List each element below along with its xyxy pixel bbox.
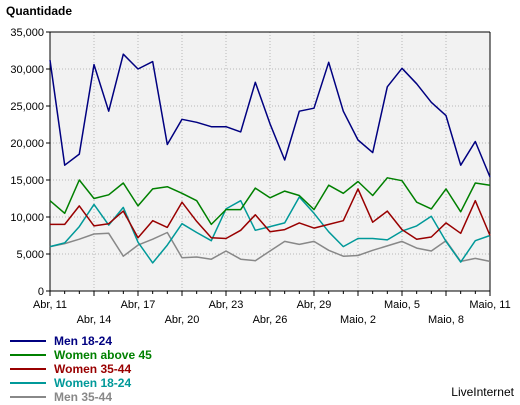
y-tick-label: 0 [38,286,44,298]
y-tick-label: 30,000 [10,64,44,76]
legend-item-women-35-44: Women 35-44 [10,362,152,376]
x-tick-labels: Abr, 11 Abr, 17 Abr, 23 Abr, 29 Maio, 5 Maio,… [33,299,511,326]
legend-item-men-18-24: Men 18-24 [10,334,152,348]
x-tick-label: Maio, 8 [428,314,464,326]
x-tick-label: Maio, 2 [340,314,376,326]
x-tick-label: Abr, 14 [77,314,112,326]
x-tick-label: Abr, 17 [121,299,156,311]
legend-label: Men 35-44 [54,390,113,404]
legend-label: Women 35-44 [54,362,132,376]
y-tick-labels: 0 5,000 10,000 15,000 20,000 25,000 30,000 35,0… [10,27,44,298]
legend-item-men-35-44: Men 35-44 [10,390,152,404]
legend-swatch [10,368,46,370]
series-line-women-above-45 [49,177,491,226]
y-tick-label: 15,000 [10,175,44,187]
series-line-men-35-44 [49,231,491,263]
legend: Men 18-24 Women above 45 Women 35-44 Wom… [10,334,152,404]
x-tick-label: Abr, 29 [297,299,332,311]
legend-swatch [10,340,46,342]
x-tick-label: Maio, 5 [384,299,420,311]
legend-swatch [10,382,46,384]
y-tick-label: 35,000 [10,27,44,39]
y-axis-label: Quantidade [6,4,73,18]
x-tick-label: Abr, 26 [253,314,288,326]
y-tick-label: 25,000 [10,101,44,113]
y-tick-label: 20,000 [10,138,44,150]
x-tick-label: Maio, 11 [469,299,510,311]
x-tick-label: Abr, 11 [33,299,67,311]
series-line-men-18-24 [49,53,491,178]
legend-swatch [10,354,46,356]
x-tick-label: Abr, 20 [165,314,200,326]
legend-item-women-above-45: Women above 45 [10,348,152,362]
series-line-women-18-24 [49,196,491,264]
credit-label: LiveInternet [451,385,514,399]
y-tick-label: 10,000 [10,212,44,224]
x-tick-label: Abr, 23 [209,299,244,311]
legend-swatch [10,396,46,398]
series-lines [49,53,491,264]
axes [46,31,491,296]
y-tick-label: 5,000 [16,249,44,261]
legend-label: Men 18-24 [54,334,113,348]
series-line-women-35-44 [50,188,491,240]
legend-label: Women above 45 [54,348,152,362]
legend-label: Women 18-24 [54,376,132,390]
legend-item-women-18-24: Women 18-24 [10,376,152,390]
